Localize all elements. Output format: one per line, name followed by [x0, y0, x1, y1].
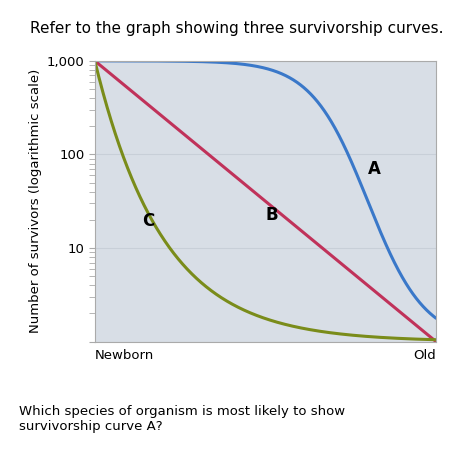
Text: Old: Old: [413, 349, 436, 362]
Text: Newborn: Newborn: [95, 349, 154, 362]
Text: C: C: [143, 212, 155, 230]
Y-axis label: Number of survivors (logarithmic scale): Number of survivors (logarithmic scale): [29, 69, 43, 333]
Text: Which species of organism is most likely to show
survivorship curve A?: Which species of organism is most likely…: [19, 405, 345, 433]
Text: Refer to the graph showing three survivorship curves.: Refer to the graph showing three survivo…: [30, 21, 444, 36]
Text: B: B: [265, 206, 278, 224]
Text: A: A: [368, 160, 381, 177]
